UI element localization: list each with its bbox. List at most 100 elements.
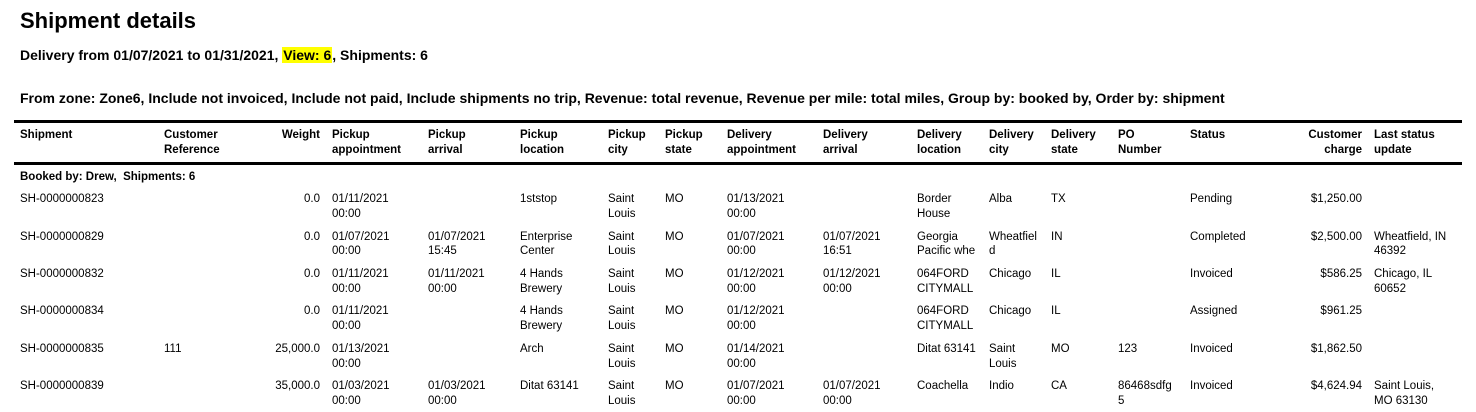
cell-last-status-update (1374, 188, 1462, 225)
view-count-highlight: View: 6 (282, 47, 333, 63)
cell-delivery-state: TX (1051, 193, 1066, 206)
cell-delivery-appointment: 01/12/2021 00:00 (727, 268, 785, 295)
table-row: SH-0000000829 0.0 01/07/2021 00:00 01/07/20… (14, 226, 1462, 263)
table-row: SH-0000000834 0.0 01/11/2021 00:00 4 Hands … (14, 300, 1462, 337)
cell-po-number: 86468sdfg5 (1118, 380, 1172, 408)
column-header-last-status-update: Last status update (1374, 129, 1435, 156)
column-header-pickup-location: Pickup location (520, 129, 565, 156)
column-header-delivery-arrival: Delivery arrival (823, 129, 868, 156)
cell-shipment: SH-0000000829 (20, 230, 104, 243)
cell-pickup-appointment: 01/03/2021 00:00 (332, 380, 390, 408)
column-header-shipment: Shipment (20, 129, 73, 141)
cell-pickup-city: Saint Louis (608, 380, 636, 408)
cell-pickup-location: 4 Hands Brewery (520, 305, 563, 333)
report-filter-summary: From zone: Zone6, Include not invoiced, … (20, 90, 1225, 106)
shipments-count-text: , Shipments: 6 (332, 47, 428, 63)
cell-status: Pending (1190, 193, 1233, 206)
column-header-delivery-city: Delivery city (989, 129, 1034, 156)
cell-delivery-city: Alba (989, 193, 1013, 206)
cell-delivery-arrival (823, 300, 917, 337)
cell-customer-reference (164, 263, 272, 300)
cell-delivery-state: IL (1051, 268, 1061, 281)
column-header-delivery-appointment: Delivery appointment (727, 129, 796, 156)
cell-pickup-location: Ditat 63141 (520, 380, 579, 393)
cell-pickup-state: MO (665, 230, 684, 243)
cell-delivery-arrival (823, 338, 917, 375)
cell-delivery-city: Saint Louis (989, 342, 1017, 370)
cell-delivery-arrival: 01/12/2021 00:00 (823, 268, 881, 295)
cell-shipment: SH-0000000823 (20, 193, 104, 206)
column-header-customer-charge: Customer charge (1308, 129, 1362, 156)
cell-pickup-location: Enterprise Center (520, 230, 573, 258)
delivery-range-text: Delivery from 01/07/2021 to 01/31/2021, (20, 47, 283, 63)
cell-weight: 0.0 (304, 230, 320, 243)
cell-delivery-arrival: 01/07/2021 16:51 (823, 230, 881, 258)
cell-delivery-appointment: 01/07/2021 00:00 (727, 380, 785, 408)
cell-delivery-city: Chicago (989, 268, 1032, 281)
cell-delivery-city: Indio (989, 380, 1014, 393)
cell-shipment: SH-0000000835 (20, 342, 104, 355)
cell-status: Invoiced (1190, 380, 1233, 393)
cell-customer-charge: $1,250.00 (1310, 193, 1362, 206)
column-header-pickup-arrival: Pickup arrival (428, 129, 466, 156)
cell-customer-reference (164, 188, 272, 225)
cell-pickup-arrival: 01/03/2021 00:00 (428, 380, 486, 408)
cell-last-status-update (1374, 300, 1462, 337)
cell-customer-charge: $4,624.94 (1310, 380, 1362, 393)
table-row: SH-0000000832 0.0 01/11/2021 00:00 01/11/20… (14, 263, 1462, 300)
cell-pickup-appointment: 01/13/2021 00:00 (332, 342, 390, 370)
cell-customer-charge: $586.25 (1320, 268, 1362, 281)
cell-status: Invoiced (1190, 342, 1233, 355)
cell-pickup-city: Saint Louis (608, 342, 636, 370)
cell-delivery-location: Border House (917, 193, 952, 220)
cell-delivery-location: Georgia Pacific whe (917, 230, 976, 258)
cell-delivery-city: Wheatfield (989, 230, 1037, 258)
page-title: Shipment details (20, 8, 197, 33)
table-row: SH-0000000835 111 25,000.0 01/13/2021 00:00… (14, 338, 1462, 375)
cell-shipment: SH-0000000832 (20, 268, 104, 281)
cell-status: Completed (1190, 230, 1246, 243)
column-header-customer-reference: Customer Reference (164, 129, 220, 156)
cell-delivery-appointment: 01/13/2021 00:00 (727, 193, 785, 220)
cell-weight: 35,000.0 (275, 380, 320, 393)
column-header-weight: Weight (281, 129, 320, 141)
cell-pickup-appointment: 01/11/2021 00:00 (332, 268, 389, 295)
column-header-delivery-state: Delivery state (1051, 129, 1096, 156)
cell-pickup-city: Saint Louis (608, 193, 636, 220)
cell-pickup-state: MO (665, 193, 684, 206)
cell-po-number (1118, 226, 1190, 263)
column-header-pickup-appointment: Pickup appointment (332, 129, 401, 156)
cell-pickup-location: Arch (520, 342, 544, 355)
cell-weight: 0.0 (304, 268, 320, 281)
cell-pickup-appointment: 01/11/2021 00:00 (332, 193, 389, 220)
cell-delivery-state: IL (1051, 305, 1061, 318)
cell-last-status-update: Wheatfield, IN 46392 (1374, 230, 1447, 258)
cell-status: Invoiced (1190, 268, 1233, 281)
cell-delivery-appointment: 01/14/2021 00:00 (727, 342, 785, 370)
cell-pickup-arrival (428, 338, 520, 375)
cell-pickup-city: Saint Louis (608, 230, 636, 258)
column-header-status: Status (1190, 129, 1226, 141)
cell-customer-reference: 111 (164, 342, 182, 355)
cell-pickup-state: MO (665, 380, 684, 393)
cell-pickup-arrival: 01/07/2021 15:45 (428, 230, 486, 258)
cell-delivery-location: 064FORDCITYMALL (917, 268, 974, 295)
column-header-po-number: PO Number (1118, 129, 1162, 156)
cell-po-number (1118, 263, 1190, 300)
cell-po-number (1118, 300, 1190, 337)
cell-pickup-arrival: 01/11/2021 00:00 (428, 268, 485, 295)
cell-customer-charge: $1,862.50 (1310, 342, 1362, 355)
cell-po-number: 123 (1118, 342, 1138, 355)
cell-weight: 25,000.0 (275, 342, 320, 355)
cell-last-status-update: Chicago, IL 60652 (1374, 268, 1432, 295)
cell-pickup-state: MO (665, 342, 684, 355)
cell-pickup-appointment: 01/11/2021 00:00 (332, 305, 389, 333)
cell-pickup-state: MO (665, 268, 684, 281)
cell-delivery-arrival (823, 188, 917, 225)
cell-weight: 0.0 (304, 305, 320, 318)
cell-po-number (1118, 188, 1190, 225)
report-subtitle: Delivery from 01/07/2021 to 01/31/2021, … (20, 47, 1462, 64)
cell-pickup-appointment: 01/07/2021 00:00 (332, 230, 390, 258)
cell-pickup-arrival (428, 300, 520, 337)
